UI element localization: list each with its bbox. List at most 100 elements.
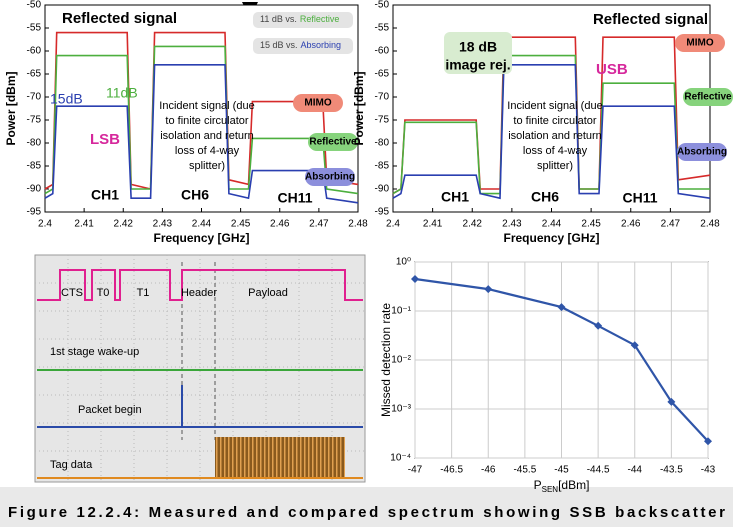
incident-note: to finite circulator: [165, 115, 248, 127]
annotation: Reflected signal: [593, 11, 708, 28]
legend-label: Absorbing: [305, 172, 355, 183]
y-tick-label: -90: [375, 184, 390, 195]
pulse-label: CTS: [61, 287, 83, 299]
y-tick-label: 10⁻¹: [391, 306, 411, 317]
x-tick-label: -43.5: [660, 465, 683, 476]
pulse-label: T1: [137, 287, 150, 299]
y-tick-label: -85: [27, 161, 42, 172]
annotation: Reflected signal: [62, 10, 177, 27]
figure: CTS T0 T1 Header Payload 1st stage wake-…: [0, 0, 733, 527]
x-tick-label: 2.47: [309, 219, 329, 230]
y-tick-label: -60: [27, 46, 42, 57]
comparison-text: 11 dB vs.: [260, 14, 297, 24]
incident-note: isolation and return: [508, 130, 602, 142]
x-axis-label: Frequency [GHz]: [153, 231, 249, 245]
incident-note: loss of 4-way: [523, 145, 588, 157]
y-tick-label: -55: [375, 23, 390, 34]
y-axis-label: Power [dBm]: [4, 71, 18, 145]
annotation: 15dB: [50, 91, 83, 107]
y-tick-label: -50: [27, 0, 42, 11]
x-tick-label: 2.42: [463, 219, 483, 230]
x-tick-label: -46: [481, 465, 496, 476]
x-tick-label: 2.43: [153, 219, 173, 230]
x-tick-label: -47: [408, 465, 423, 476]
y-tick-label: -70: [27, 92, 42, 103]
y-tick-label: -65: [375, 69, 390, 80]
x-axis-label-unit: [dBm]: [558, 478, 589, 492]
y-axis-label: Power [dBm]: [352, 71, 366, 145]
comparison-text: 15 dB vs.: [260, 40, 298, 50]
x-tick-label: 2.44: [192, 219, 212, 230]
x-tick-label: 2.45: [231, 219, 251, 230]
incident-note: loss of 4-way: [175, 145, 240, 157]
x-tick-label: 2.41: [74, 219, 94, 230]
pulse-label: Payload: [248, 287, 288, 299]
x-tick-label: 2.4: [386, 219, 400, 230]
y-tick-label: -80: [375, 138, 390, 149]
rejection-note: image rej.: [445, 57, 510, 73]
x-axis-label-sub: SEN: [542, 485, 559, 494]
comparison-note: 15 dB vs.Absorbing: [260, 40, 341, 50]
incident-note: Incident signal (due: [159, 100, 254, 112]
tag-data-burst: [215, 437, 345, 478]
y-tick-label: -70: [375, 92, 390, 103]
y-tick-label: 10⁰: [396, 257, 411, 268]
incident-note: splitter): [189, 160, 225, 172]
trace-label: Packet begin: [78, 404, 142, 416]
y-tick-label: 10⁻⁴: [390, 453, 411, 464]
incident-note: splitter): [537, 160, 573, 172]
y-tick-label: -75: [27, 115, 42, 126]
x-tick-label: -45.5: [513, 465, 536, 476]
trace-label: Tag data: [50, 459, 93, 471]
x-tick-label: 2.43: [502, 219, 522, 230]
y-tick-label: -65: [27, 69, 42, 80]
x-axis-label-main: P: [534, 478, 542, 492]
x-tick-label: -44.5: [587, 465, 610, 476]
y-tick-label: 10⁻³: [391, 404, 411, 415]
y-tick-label: -80: [27, 138, 42, 149]
legend-label: Absorbing: [677, 147, 727, 158]
x-tick-label: 2.46: [621, 219, 641, 230]
legend-label: Reflective: [309, 137, 357, 148]
annotation: CH1: [91, 187, 119, 203]
comparison-ref: Reflective: [300, 14, 340, 24]
y-tick-label: -60: [375, 46, 390, 57]
scope: CTS T0 T1 Header Payload 1st stage wake-…: [35, 255, 365, 482]
y-tick-label: -55: [27, 23, 42, 34]
annotation: LSB: [90, 131, 120, 148]
y-tick-label: -50: [375, 0, 390, 11]
annotation: CH11: [622, 190, 657, 206]
incident-note: to finite circulator: [513, 115, 596, 127]
x-tick-label: 2.46: [270, 219, 290, 230]
annotation: CH6: [531, 189, 559, 205]
annotation: 11dB: [106, 85, 138, 101]
incident-note: Incident signal (due: [507, 100, 602, 112]
x-tick-label: 2.48: [700, 219, 720, 230]
x-tick-label: -45: [554, 465, 569, 476]
legend-label: Reflective: [684, 92, 732, 103]
annotation: USB: [596, 61, 628, 78]
legend-label: MIMO: [686, 38, 713, 49]
y-tick-label: -95: [375, 207, 390, 218]
comparison-ref: Absorbing: [301, 40, 342, 50]
x-tick-label: 2.42: [114, 219, 134, 230]
annotation: CH1: [441, 189, 469, 205]
comparison-note: 11 dB vs.Reflective: [260, 14, 339, 24]
rejection-note: 18 dB: [459, 39, 497, 55]
x-tick-label: 2.41: [423, 219, 443, 230]
x-axis-label: Frequency [GHz]: [503, 231, 599, 245]
y-axis-label: Missed detection rate: [379, 303, 393, 417]
y-tick-label: -90: [27, 184, 42, 195]
x-tick-label: 2.47: [661, 219, 681, 230]
y-tick-label: -75: [375, 115, 390, 126]
x-tick-label: -46.5: [440, 465, 463, 476]
x-tick-label: 2.45: [581, 219, 601, 230]
legend-label: MIMO: [304, 98, 331, 109]
annotation: CH6: [181, 187, 209, 203]
pulse-label: T0: [97, 287, 110, 299]
x-tick-label: 2.48: [348, 219, 368, 230]
pulse-label: Header: [181, 287, 217, 299]
x-tick-label: -44: [628, 465, 643, 476]
y-tick-label: -85: [375, 161, 390, 172]
incident-note: isolation and return: [160, 130, 254, 142]
